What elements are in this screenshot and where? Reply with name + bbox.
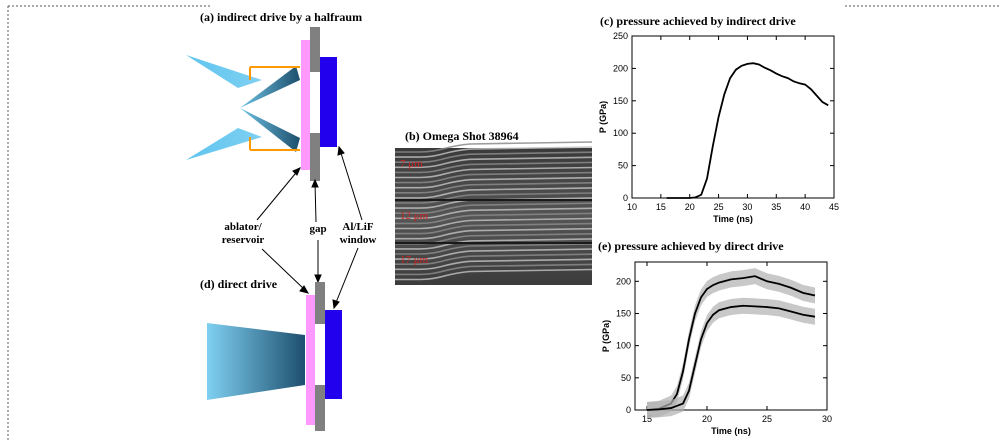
fringe-line [395, 263, 593, 276]
x-tick-label: 30 [822, 414, 832, 424]
arrow-window-down [334, 247, 359, 306]
y-axis-label: P (GPa) [598, 101, 608, 133]
panel-b-title: (b) Omega Shot 38964 [405, 129, 519, 143]
window-label-line1: Al/LiF [342, 221, 373, 233]
fringe-line [395, 176, 593, 189]
x-tick-label: 45 [829, 202, 839, 212]
x-tick-label: 40 [800, 202, 810, 212]
x-tick-label: 35 [771, 202, 781, 212]
fringe-line [395, 202, 593, 214]
fringe-line [395, 258, 593, 271]
series-0-line [646, 275, 816, 411]
gap-label: gap [309, 223, 326, 235]
x-tick-label: 25 [714, 202, 724, 212]
plot-frame [634, 261, 828, 411]
step-label-7um: 7 μm [400, 158, 423, 170]
fringe-line [395, 187, 593, 199]
laser-beam-lower-left [186, 128, 262, 160]
window-a [320, 57, 337, 147]
fringe-line [395, 151, 593, 163]
fringe-line [395, 156, 593, 169]
x-tick-label: 15 [642, 414, 652, 424]
y-tick-label: 150 [616, 308, 631, 318]
series-1-uncertainty-band [647, 297, 815, 418]
y-tick-label: 200 [616, 276, 631, 286]
fringe-line [395, 253, 593, 265]
gap-bar-top-a [310, 27, 320, 72]
fringe-line [395, 171, 593, 184]
y-tick-label: 0 [623, 193, 628, 203]
fringe-line [395, 227, 593, 240]
gap-bar-top-d [315, 282, 325, 324]
ablator-a [301, 40, 310, 170]
window-label-line2: window [340, 234, 377, 246]
x-axis-label: Time (ns) [713, 214, 753, 224]
series-1-line [646, 304, 816, 411]
y-tick-label: 250 [613, 31, 628, 41]
plot-frame [631, 35, 835, 199]
y-axis-label: P (GPa) [601, 320, 611, 352]
fringe-line [395, 207, 593, 220]
fringe-line [395, 212, 593, 225]
arrow-window-up [339, 149, 363, 221]
fringe-line [395, 268, 593, 281]
y-tick-label: 50 [621, 373, 631, 383]
gap-bar-bottom-a [310, 133, 320, 181]
window-d [325, 310, 342, 399]
y-tick-label: 200 [613, 63, 628, 73]
fringe-line [395, 146, 593, 158]
ablator-label-line2: reservoir [222, 234, 265, 246]
x-tick-label: 20 [702, 414, 712, 424]
series-0-uncertainty-band [647, 268, 815, 418]
gap-bar-bottom-d [315, 385, 325, 431]
x-tick-label: 10 [627, 202, 637, 212]
fringe-line [395, 141, 593, 153]
y-tick-label: 0 [626, 405, 631, 415]
arrow-gap-up [314, 181, 317, 223]
streak-image [395, 141, 593, 285]
fringe-line [395, 248, 593, 260]
halfraum-upper [249, 66, 300, 80]
panel-d-title: (d) direct drive [200, 277, 278, 291]
chart-c: 10 15 20 25 30 35 40 45 0 50 100 150 200 250 Time (ns)… [598, 31, 839, 224]
fringe-line [395, 166, 593, 179]
fringe-line [395, 161, 593, 174]
step-label-12um: 12 μm [400, 210, 429, 222]
fringe-line [395, 222, 593, 235]
x-tick-label: 25 [762, 414, 772, 424]
x-tick-label: 30 [742, 202, 752, 212]
laser-beam-upper-left [186, 55, 262, 88]
y-tick-label: 150 [613, 96, 628, 106]
laser-beam-lower-right [240, 108, 300, 152]
arrow-ablator-up [256, 167, 301, 221]
y-tick-label: 50 [618, 161, 628, 171]
y-tick-label: 100 [616, 341, 631, 351]
fringe-line [395, 217, 593, 230]
fringe-line [395, 182, 593, 194]
panel-a-title: (a) indirect drive by a halfraum [200, 10, 362, 24]
ablator-d [306, 295, 315, 425]
halfraum-lower [249, 137, 300, 151]
step-label-17um: 17 μm [400, 254, 429, 266]
pointer-arrows [256, 145, 363, 310]
laser-beam-upper-right [240, 66, 300, 108]
arrow-ablator-down [261, 248, 306, 291]
chart-e: 15 20 25 30 0 50 100 150 200 Time (ns) P (GPa) [601, 261, 832, 436]
fringe-line [395, 243, 593, 255]
ablator-label-line1: ablator/ [224, 221, 262, 233]
fringe-line [395, 238, 593, 250]
direct-drive-laser-beam [207, 323, 305, 400]
x-axis-label: Time (ns) [711, 426, 751, 436]
x-tick-label: 20 [685, 202, 695, 212]
series-0-line [666, 62, 829, 199]
panel-c-title: (c) pressure achieved by indirect drive [600, 14, 796, 28]
panel-e-title: (e) pressure achieved by direct drive [598, 239, 784, 253]
y-tick-label: 100 [613, 128, 628, 138]
x-tick-label: 15 [656, 202, 666, 212]
streak-image-background [395, 148, 592, 285]
